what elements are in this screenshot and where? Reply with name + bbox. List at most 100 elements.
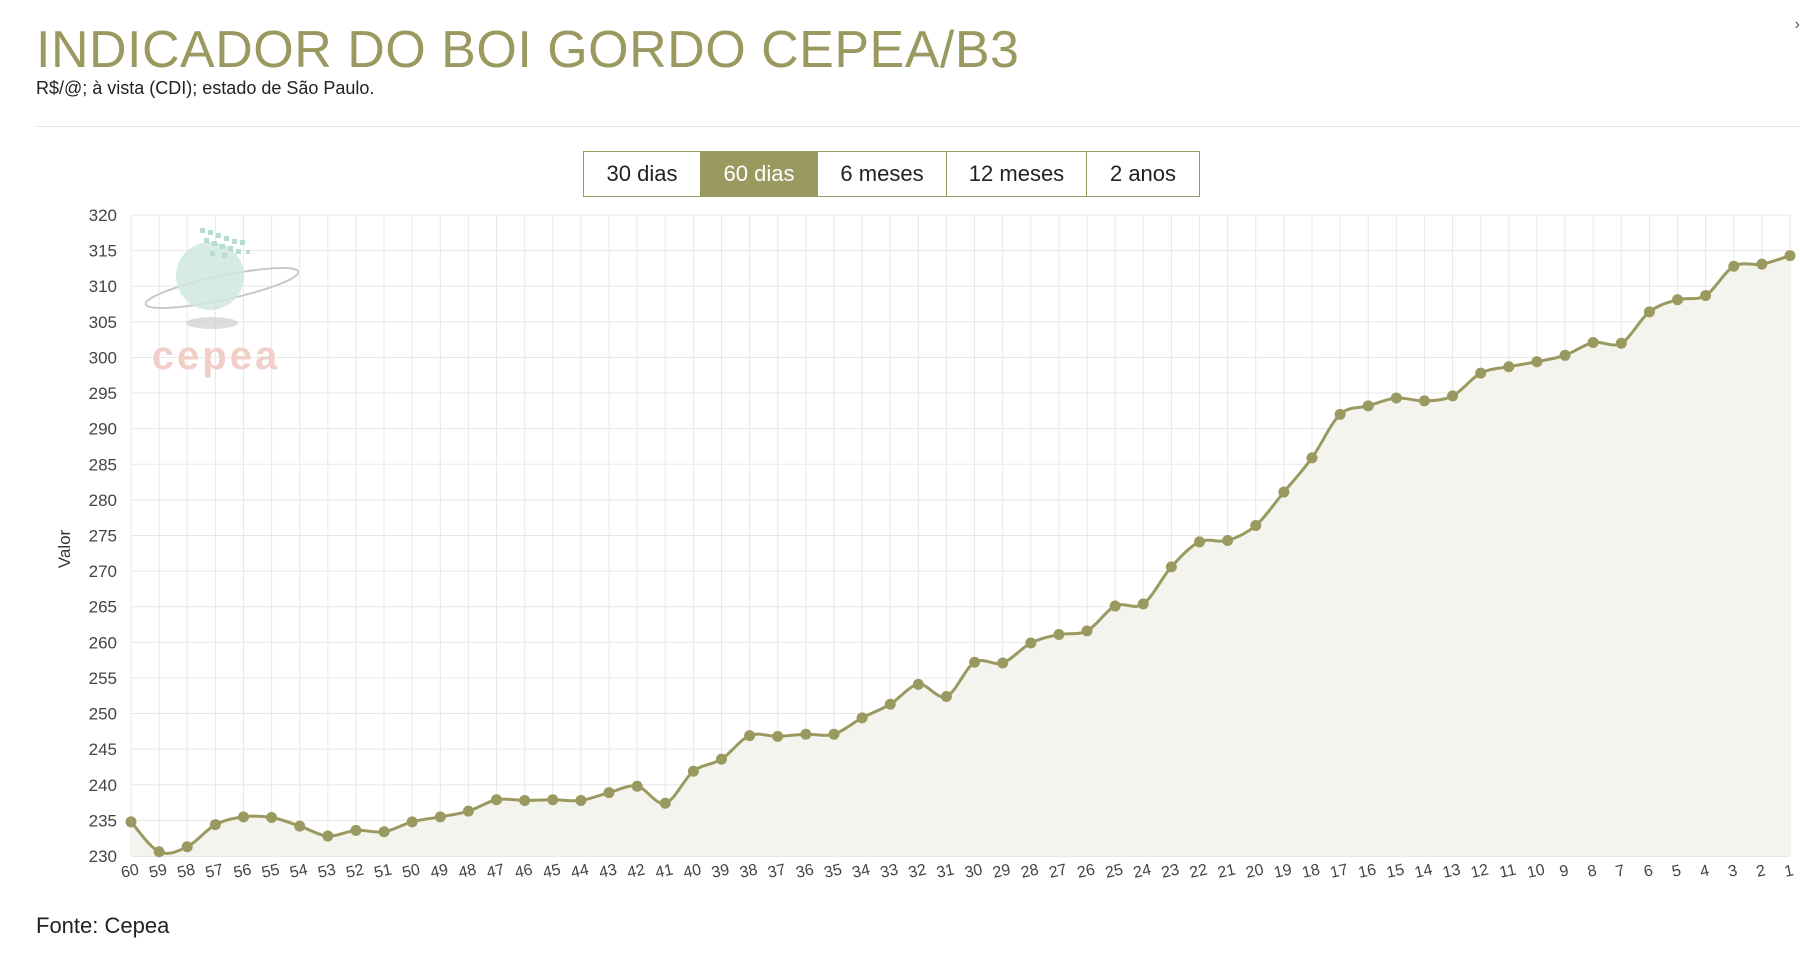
range-selector: 30 dias 60 dias 6 meses 12 meses 2 anos [583, 151, 1200, 197]
data-point[interactable] [1559, 349, 1571, 361]
data-point[interactable] [1278, 486, 1290, 498]
data-point[interactable] [266, 812, 278, 824]
x-tick-label: 33 [879, 861, 900, 881]
page-title: INDICADOR DO BOI GORDO CEPEA/B3 [36, 21, 1020, 79]
data-point[interactable] [1587, 336, 1599, 348]
data-point[interactable] [1784, 250, 1796, 262]
data-point[interactable] [1503, 361, 1515, 373]
data-point[interactable] [1362, 400, 1374, 412]
data-point[interactable] [181, 841, 193, 853]
x-tick-label: 37 [766, 861, 787, 881]
data-point[interactable] [462, 805, 474, 817]
data-point[interactable] [744, 730, 756, 742]
data-point[interactable] [687, 765, 699, 777]
range-button-60-dias[interactable]: 60 dias [701, 152, 818, 196]
x-tick-label: 26 [1076, 861, 1097, 881]
data-point[interactable] [237, 811, 249, 823]
data-point[interactable] [378, 826, 390, 838]
data-point[interactable] [1672, 294, 1684, 306]
data-point[interactable] [294, 820, 306, 832]
x-tick-label: 50 [401, 861, 422, 881]
x-tick-label: 15 [1385, 861, 1406, 881]
data-point[interactable] [1756, 258, 1768, 270]
range-button-2-anos[interactable]: 2 anos [1087, 152, 1199, 196]
data-point[interactable] [1418, 395, 1430, 407]
x-tick-label: 41 [654, 861, 675, 881]
x-tick-label: 43 [598, 861, 619, 881]
data-point[interactable] [125, 816, 137, 828]
x-tick-label: 3 [1727, 862, 1739, 880]
data-point[interactable] [1025, 637, 1037, 649]
x-tick-label: 46 [513, 861, 534, 881]
x-tick-label: 47 [485, 861, 506, 881]
data-point[interactable] [1531, 356, 1543, 368]
data-point[interactable] [1700, 289, 1712, 301]
data-point[interactable] [575, 794, 587, 806]
x-tick-label: 45 [541, 861, 562, 881]
data-point[interactable] [659, 797, 671, 809]
data-point[interactable] [1334, 408, 1346, 420]
data-point[interactable] [884, 698, 896, 710]
x-tick-label: 17 [1329, 861, 1350, 881]
x-tick-label: 58 [176, 861, 197, 881]
data-point[interactable] [1165, 561, 1177, 573]
series-area [131, 255, 1790, 856]
data-point[interactable] [547, 794, 559, 806]
data-point[interactable] [603, 787, 615, 799]
data-point[interactable] [350, 824, 362, 836]
y-tick-label: 310 [89, 277, 117, 296]
data-point[interactable] [209, 819, 221, 831]
data-point[interactable] [1109, 600, 1121, 612]
source-note: Fonte: Cepea [36, 913, 170, 938]
x-tick-label: 4 [1699, 862, 1711, 880]
data-point[interactable] [1390, 392, 1402, 404]
x-tick-label: 59 [148, 861, 169, 881]
x-tick-label: 20 [1244, 861, 1265, 881]
range-button-30-dias[interactable]: 30 dias [584, 152, 701, 196]
x-tick-label: 25 [1104, 861, 1125, 881]
range-button-12-meses[interactable]: 12 meses [947, 152, 1087, 196]
x-tick-label: 21 [1216, 861, 1237, 881]
x-tick-label: 34 [851, 861, 872, 881]
data-point[interactable] [434, 811, 446, 823]
range-button-6-meses[interactable]: 6 meses [818, 152, 947, 196]
data-point[interactable] [1447, 390, 1459, 402]
y-axis-label: Valor [55, 529, 74, 568]
data-point[interactable] [856, 712, 868, 724]
data-point[interactable] [997, 657, 1009, 669]
data-point[interactable] [631, 780, 643, 792]
data-point[interactable] [1643, 306, 1655, 318]
data-point[interactable] [491, 794, 503, 806]
data-point[interactable] [940, 690, 952, 702]
data-point[interactable] [1081, 625, 1093, 637]
data-point[interactable] [912, 678, 924, 690]
data-point[interactable] [715, 753, 727, 765]
data-point[interactable] [1222, 534, 1234, 546]
data-point[interactable] [1137, 598, 1149, 610]
x-tick-label: 30 [963, 861, 984, 881]
x-tick-label: 49 [429, 861, 450, 881]
x-tick-label: 39 [710, 861, 731, 881]
data-point[interactable] [1194, 536, 1206, 548]
data-point[interactable] [153, 846, 165, 858]
data-point[interactable] [322, 830, 334, 842]
data-point[interactable] [800, 728, 812, 740]
data-point[interactable] [1615, 337, 1627, 349]
x-tick-label: 19 [1272, 861, 1293, 881]
data-point[interactable] [828, 728, 840, 740]
x-tick-label: 16 [1357, 861, 1378, 881]
data-point[interactable] [1250, 520, 1262, 532]
data-point[interactable] [772, 730, 784, 742]
data-point[interactable] [406, 816, 418, 828]
data-point[interactable] [1306, 452, 1318, 464]
data-point[interactable] [519, 794, 531, 806]
data-point[interactable] [1475, 367, 1487, 379]
data-point[interactable] [969, 656, 981, 668]
x-tick-label: 1 [1783, 862, 1795, 880]
data-point[interactable] [1053, 628, 1065, 640]
x-tick-label: 36 [794, 861, 815, 881]
data-point[interactable] [1728, 260, 1740, 272]
x-tick-label: 38 [738, 861, 759, 881]
y-tick-label: 235 [89, 811, 117, 830]
header-divider [36, 126, 1800, 127]
